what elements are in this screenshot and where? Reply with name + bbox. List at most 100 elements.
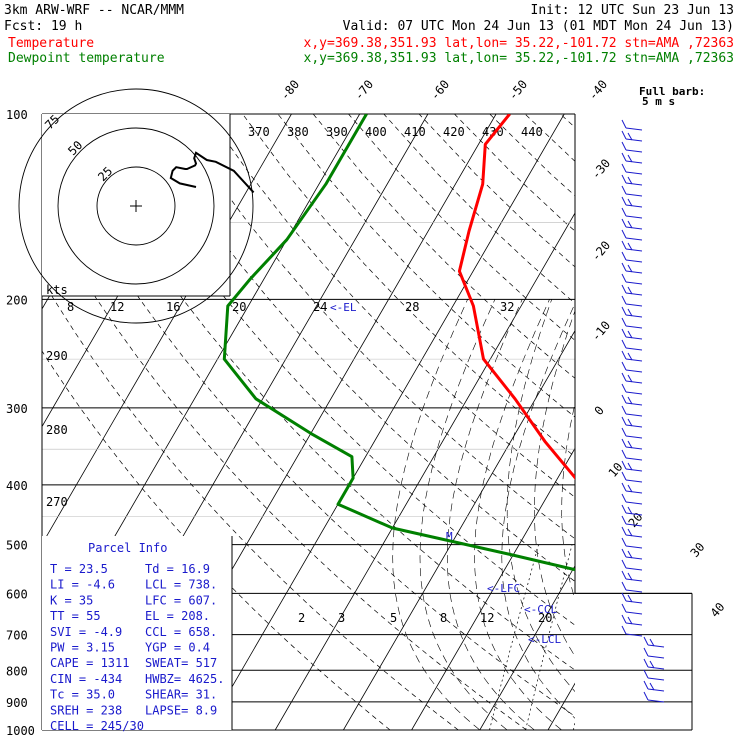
wind-barb-flag: [621, 251, 627, 261]
wind-barb-flag: [621, 581, 627, 591]
wind-barb: [625, 589, 643, 593]
mixing-ratio-label: 16: [166, 300, 180, 314]
wind-barb-flag: [621, 592, 627, 602]
wind-barb-flag: [621, 207, 627, 217]
dry-adiabat: [666, 114, 740, 730]
wind-barb-flag: [621, 196, 627, 206]
hodograph-ring: [96, 166, 176, 246]
wind-barb-flag: [621, 141, 627, 151]
parcel-right-value: SWEAT= 517: [145, 656, 217, 670]
moist-adiabat: [501, 302, 575, 719]
dry-adiabat: [383, 114, 575, 304]
wind-barb: [625, 457, 643, 461]
wind-barb-flag: [627, 418, 633, 427]
wind-barb: [647, 666, 665, 670]
temperature-location: x,y=369.38,351.93 lat,lon= 35.22,-101.72…: [304, 36, 734, 51]
theta-e-label: 410: [404, 125, 426, 139]
dry-adiabat: [312, 114, 575, 379]
isotherm-line: [206, 114, 565, 730]
wind-barb-flag: [643, 636, 649, 646]
wind-barb: [625, 281, 643, 285]
wind-barb-flag: [621, 383, 627, 393]
mixing-ratio-label: 24: [313, 300, 327, 314]
moist-adiabat: [392, 299, 480, 730]
moist-adiabat: [419, 299, 508, 730]
wind-barb-flag: [643, 680, 649, 690]
wind-barb-flag: [621, 493, 627, 503]
wind-barb-flag: [627, 154, 633, 163]
wind-barb-flag: [621, 614, 627, 624]
wind-barb: [625, 358, 643, 362]
wind-barb: [625, 380, 643, 384]
mixing-ratio-line: [717, 545, 740, 730]
theta-e-label: 420: [443, 125, 465, 139]
parcel-left-value: PW = 3.15: [50, 641, 115, 655]
wind-barb: [647, 644, 665, 648]
theta-label: 280: [46, 423, 68, 437]
wind-barb-flag: [627, 528, 633, 537]
wind-barb-flag: [649, 638, 655, 647]
wind-barb-flag: [621, 625, 627, 635]
temperature-line: [457, 114, 575, 480]
full-barb-value: 5 m s: [642, 95, 675, 108]
wind-barb-flag: [621, 317, 627, 327]
parcel-right-value: HWBZ= 4625.: [145, 672, 224, 686]
isotherm-label: 40: [708, 600, 728, 620]
wind-barb-flag: [621, 603, 627, 613]
theta-label: 270: [46, 495, 68, 509]
wind-barb-flag: [627, 594, 633, 603]
hodograph-unit: kts: [46, 283, 68, 297]
wind-barb-flag: [621, 152, 627, 162]
dry-adiabat: [702, 114, 740, 730]
parcel-left-value: Tc = 35.0: [50, 688, 115, 702]
mixing-ratio-label: 32: [500, 300, 514, 314]
wind-barb: [625, 600, 643, 604]
wind-barb: [625, 512, 643, 516]
wind-barb: [625, 149, 643, 153]
wind-barb: [625, 567, 643, 571]
parcel-right-value: EL = 208.: [145, 609, 210, 623]
wind-barb: [625, 226, 643, 230]
wind-barb: [625, 501, 643, 505]
isotherm-label: -50: [506, 77, 531, 103]
wind-barb-flag: [627, 572, 633, 581]
model-title: 3km ARW-WRF -- NCAR/MMM: [4, 3, 184, 18]
theta-e-label: 440: [521, 125, 543, 139]
pressure-tick-label: 200: [6, 293, 28, 307]
wind-barb-flag: [621, 185, 627, 195]
wind-barb: [625, 611, 643, 615]
isotherm-label: -60: [428, 77, 453, 103]
parcel-right-value: LAPSE= 8.9: [145, 703, 217, 717]
wind-barb-flag: [627, 220, 633, 229]
wind-barb: [647, 688, 665, 692]
pressure-tick-label: 1000: [6, 724, 35, 738]
moist-adiabat: [534, 309, 575, 657]
pressure-tick-label: 400: [6, 479, 28, 493]
wind-barb-flag: [621, 394, 627, 404]
wind-barb: [625, 160, 643, 164]
pressure-tick-label: 800: [6, 664, 28, 678]
wind-barb-flag: [627, 198, 633, 207]
parcel-left-value: CELL = 245/30: [50, 719, 144, 733]
wind-barb: [625, 127, 643, 131]
isotherm-label: -80: [278, 77, 303, 103]
wind-barb: [625, 215, 643, 219]
wind-barb: [625, 424, 643, 428]
isotherm-line: [274, 212, 575, 730]
wind-barb: [647, 655, 665, 659]
wind-barb-flag: [621, 482, 627, 492]
hodograph-trace: [169, 151, 255, 194]
wind-barb: [625, 347, 643, 351]
wind-barb-flag: [627, 330, 633, 339]
wind-barb-flag: [621, 284, 627, 294]
wind-barb: [625, 171, 643, 175]
mixing-ratio-label: 12: [110, 300, 124, 314]
wind-barb-flag: [643, 658, 649, 668]
theta-e-label: 400: [365, 125, 387, 139]
wind-barb: [625, 446, 643, 450]
parcel-right-value: Td = 16.9: [145, 562, 210, 576]
wind-barb-flag: [627, 286, 633, 295]
parcel-box-bg: [42, 536, 232, 730]
wind-barb: [625, 303, 643, 307]
